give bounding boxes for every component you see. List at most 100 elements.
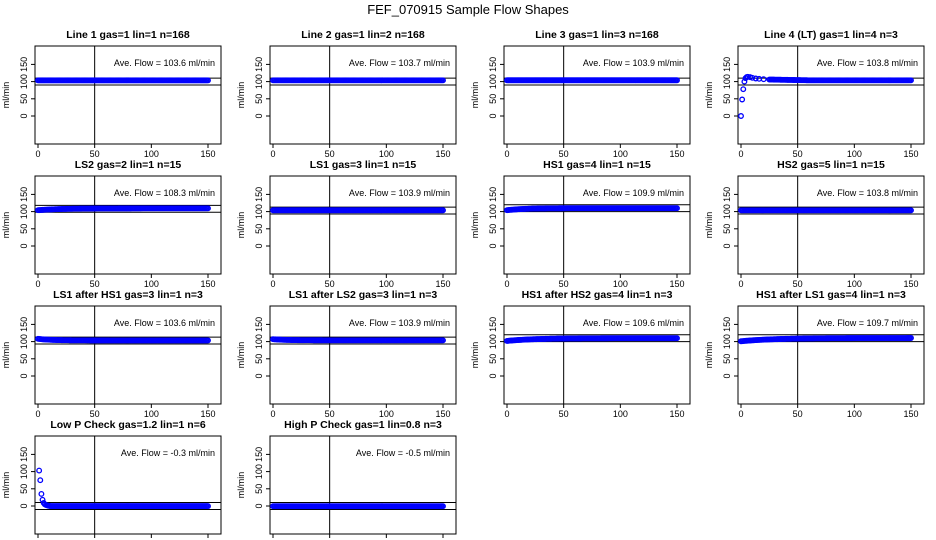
x-tick-label: 50: [793, 409, 803, 419]
x-tick-label: 0: [504, 279, 509, 289]
chart-panel-1: Line 1 gas=1 lin=1 n=168 ml/min Ave. Flow …: [1, 29, 222, 159]
x-tick-label: 100: [613, 149, 628, 159]
chart-panel-3: Line 3 gas=1 lin=3 n=168 ml/min Ave. Flow …: [470, 29, 691, 159]
y-tick-label: 50: [19, 224, 29, 234]
y-axis-label: ml/min: [1, 212, 11, 239]
plot-area: [738, 306, 924, 404]
y-tick-label: 150: [254, 187, 264, 202]
data-point: [205, 205, 211, 212]
ave-flow-annotation: Ave. Flow = 103.9 ml/min: [349, 188, 450, 198]
chart-title: Line 3 gas=1 lin=3 n=168: [535, 29, 659, 41]
data-point: [674, 205, 680, 212]
data-point: [39, 496, 46, 503]
plot-frame: [269, 435, 457, 535]
y-tick-label: 150: [19, 57, 29, 72]
data-point: [674, 77, 680, 84]
y-axis-label: ml/min: [704, 212, 714, 239]
y-axis-label: ml/min: [1, 82, 11, 109]
y-tick-label: 50: [722, 94, 732, 104]
y-tick-label: 50: [254, 94, 264, 104]
plot-frame: [34, 305, 222, 405]
y-tick-label: 50: [488, 94, 498, 104]
y-tick-label: 50: [722, 354, 732, 364]
y-tick-label: 150: [488, 187, 498, 202]
chart-title: Low P Check gas=1.2 lin=1 n=6: [50, 419, 205, 431]
y-tick-label: 0: [722, 373, 732, 378]
x-tick-label: 0: [738, 279, 743, 289]
y-axis-label: ml/min: [470, 212, 480, 239]
chart-panel-10: LS1 after LS2 gas=3 lin=1 n=3 ml/min Ave. …: [236, 289, 457, 419]
data-point: [760, 76, 767, 83]
y-tick-label: 50: [254, 224, 264, 234]
x-tick-label: 150: [903, 149, 918, 159]
y-axis-label: ml/min: [704, 82, 714, 109]
plot-area: [35, 46, 221, 144]
x-tick-label: 0: [35, 279, 40, 289]
y-tick-label: 50: [488, 354, 498, 364]
ave-flow-annotation: Ave. Flow = 109.6 ml/min: [583, 318, 684, 328]
y-tick-label: 50: [19, 484, 29, 494]
x-tick-label: 150: [200, 279, 215, 289]
y-tick-label: 50: [254, 354, 264, 364]
y-tick-label: 100: [254, 334, 264, 349]
x-tick-label: 50: [559, 279, 569, 289]
x-tick-label: 100: [379, 279, 394, 289]
x-tick-label: 50: [90, 149, 100, 159]
data-point: [440, 337, 446, 344]
y-tick-label: 100: [254, 464, 264, 479]
x-tick-label: 50: [325, 409, 335, 419]
data-point: [440, 77, 446, 84]
y-tick-label: 100: [722, 334, 732, 349]
y-axis-label: ml/min: [704, 342, 714, 369]
chart-panel-7: HS1 gas=4 lin=1 n=15 ml/min Ave. Flow = 10…: [470, 159, 691, 289]
y-tick-label: 100: [19, 74, 29, 89]
y-tick-label: 100: [488, 334, 498, 349]
data-point: [205, 77, 211, 84]
y-tick-label: 150: [722, 317, 732, 332]
x-tick-label: 0: [270, 149, 275, 159]
data-point: [440, 207, 446, 214]
plot-frame: [737, 45, 925, 145]
x-tick-label: 100: [379, 149, 394, 159]
plot-area: [504, 176, 690, 274]
x-tick-label: 50: [325, 149, 335, 159]
chart-panel-8: HS2 gas=5 lin=1 n=15 ml/min Ave. Flow = 10…: [704, 159, 925, 289]
plot-frame: [737, 305, 925, 405]
plot-area: [504, 306, 690, 404]
y-tick-label: 100: [19, 204, 29, 219]
y-tick-label: 150: [19, 447, 29, 462]
x-tick-label: 150: [669, 149, 684, 159]
chart-title: LS1 after HS1 gas=3 lin=1 n=3: [53, 289, 203, 301]
chart-title: HS1 after LS1 gas=4 lin=1 n=3: [756, 289, 906, 301]
x-tick-label: 100: [847, 409, 862, 419]
ave-flow-annotation: Ave. Flow = 103.8 ml/min: [817, 188, 918, 198]
y-tick-label: 0: [488, 373, 498, 378]
data-point: [37, 477, 44, 484]
y-axis-label: ml/min: [470, 82, 480, 109]
y-tick-label: 0: [19, 243, 29, 248]
plot-frame: [269, 175, 457, 275]
plot-frame: [269, 45, 457, 145]
x-tick-label: 150: [435, 149, 450, 159]
chart-panel-6: LS1 gas=3 lin=1 n=15 ml/min Ave. Flow = 10…: [236, 159, 457, 289]
y-axis-label: ml/min: [236, 472, 246, 499]
x-tick-label: 150: [435, 279, 450, 289]
y-tick-label: 50: [254, 484, 264, 494]
y-axis-label: ml/min: [1, 472, 11, 499]
ave-flow-annotation: Ave. Flow = 103.6 ml/min: [114, 58, 215, 68]
y-tick-label: 0: [722, 243, 732, 248]
y-tick-label: 0: [19, 503, 29, 508]
x-tick-label: 50: [559, 149, 569, 159]
y-tick-label: 150: [488, 57, 498, 72]
data-point: [36, 467, 43, 474]
x-tick-label: 150: [669, 279, 684, 289]
y-tick-label: 100: [722, 204, 732, 219]
figure-title: FEF_070915 Sample Flow Shapes: [367, 2, 569, 17]
x-tick-label: 100: [847, 149, 862, 159]
y-axis-label: ml/min: [236, 212, 246, 239]
chart-panel-14: High P Check gas=1 lin=0.8 n=3 ml/min Ave.…: [236, 419, 457, 540]
x-tick-label: 50: [793, 279, 803, 289]
x-tick-label: 0: [738, 149, 743, 159]
x-tick-label: 0: [504, 409, 509, 419]
plot-area: [270, 436, 456, 534]
